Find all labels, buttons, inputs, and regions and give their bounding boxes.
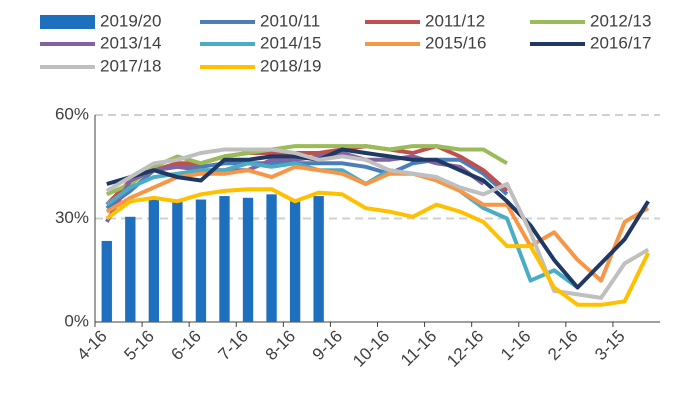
line	[105, 144, 509, 197]
legend-label: 2015/16	[425, 33, 486, 52]
bar	[101, 240, 112, 322]
x-tick-label: 4-16	[73, 327, 110, 364]
x-tick-label: 3-15	[591, 327, 628, 364]
y-tick-label: 0%	[64, 311, 89, 330]
legend-label: 2013/14	[100, 33, 161, 52]
x-tick-label: 12-16	[443, 327, 487, 371]
bar	[148, 199, 160, 322]
bar	[266, 194, 277, 322]
bar	[172, 201, 183, 322]
x-tick-label: 10-16	[349, 327, 393, 371]
legend-label: 2016/17	[590, 33, 651, 52]
line	[105, 187, 650, 307]
legend-swatch	[40, 15, 95, 29]
legend-label: 2011/12	[425, 11, 485, 30]
x-tick-label: 8-16	[262, 327, 299, 364]
legend-label: 2017/18	[100, 56, 161, 75]
x-tick-label: 6-16	[167, 327, 204, 364]
bar	[195, 199, 207, 322]
y-tick-label: 60%	[55, 104, 89, 123]
legend-label: 2012/13	[590, 11, 651, 30]
legend-label: 2014/15	[260, 33, 321, 52]
legend-label: 2019/20	[100, 11, 161, 30]
legend-label: 2010/11	[260, 11, 320, 30]
y-tick-label: 30%	[55, 208, 89, 227]
bar	[125, 216, 136, 322]
x-tick-label: 7-16	[215, 327, 252, 364]
line	[105, 161, 579, 290]
bar	[289, 201, 301, 322]
line	[106, 147, 650, 290]
bar	[313, 196, 324, 322]
legend-label: 2018/19	[260, 56, 321, 75]
line	[105, 164, 650, 283]
x-tick-label: 11-16	[397, 327, 440, 370]
x-tick-label: 5-16	[120, 327, 157, 364]
x-tick-label: 9-16	[309, 327, 346, 364]
x-tick-label: 1-16	[497, 327, 534, 364]
bar	[242, 197, 254, 322]
bar	[219, 196, 230, 322]
x-tick-label: 2-16	[544, 327, 581, 364]
